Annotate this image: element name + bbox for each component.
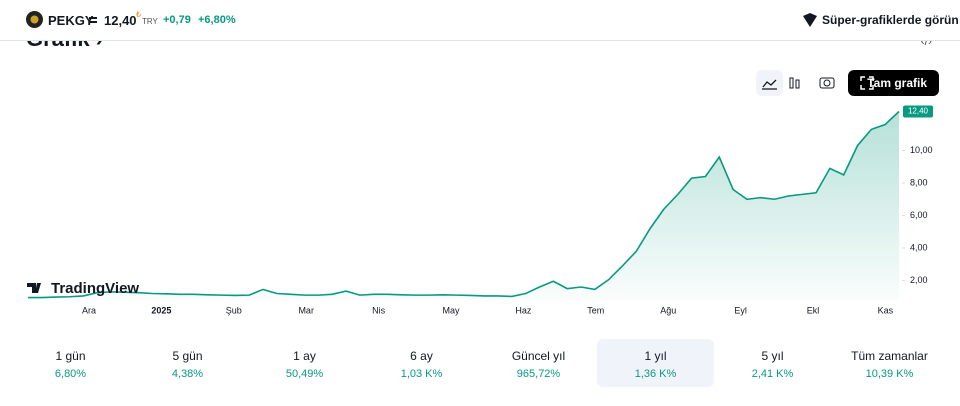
super-icon[interactable] [802, 12, 818, 28]
icon [860, 76, 874, 90]
x-tick-label: 2025 [151, 305, 171, 315]
change: +0,79 [163, 14, 191, 26]
period-tabs: 1 gün 6,80% 5 gün 4,38% 1 ay 50,49% 6 ay 1,0… [12, 339, 948, 387]
period-tab[interactable]: 5 yıl 2,41 K% [714, 339, 831, 387]
chart: 2,00 4,00 6,00 8,00 10,00 Ara 2025 Şub Mar Nis May… [27, 105, 933, 315]
area-fill [28, 111, 899, 300]
period-tab[interactable]: Güncel yıl 965,72% [480, 339, 597, 387]
super-charts-link[interactable]: Süper-grafiklerde görün [822, 13, 959, 27]
period-tab[interactable]: 1 ay 50,49% [246, 339, 363, 387]
full-chart-label: Tam grafik [867, 76, 927, 90]
x-tick-label: May [442, 305, 460, 315]
period-label: 1 ay [293, 349, 316, 363]
x-tick-label: Ekl [807, 305, 820, 315]
period-change: 50,49% [285, 368, 324, 380]
watermark: TradingView [51, 280, 139, 297]
period-label: 1 gün [55, 349, 86, 363]
y-tick-label: 4,00 [910, 242, 928, 252]
period-change: 10,39 K% [865, 368, 914, 380]
x-tick-label: Haz [515, 305, 532, 315]
period-tab[interactable]: 1 yıl 1,36 K% [597, 339, 714, 387]
embed-button[interactable]: ‹/› [920, 34, 932, 48]
candle-style-button[interactable] [783, 70, 805, 96]
period-change: 4,38% [171, 368, 204, 380]
period-change: 6,80% [54, 368, 87, 380]
y-tick-label: 8,00 [910, 177, 928, 187]
period-label: 5 gün [172, 349, 203, 363]
last-price-label: 12,40 [908, 107, 929, 116]
period-label: Tüm zamanlar [851, 349, 928, 363]
period-change: 1,03 K% [400, 368, 443, 380]
icon [762, 79, 777, 90]
x-tick-label: Nis [372, 305, 385, 315]
x-tick-label: Şub [226, 305, 242, 315]
period-label: Güncel yıl [511, 349, 566, 363]
y-tick-label: 6,00 [910, 210, 928, 220]
symbol: PEKGY [48, 13, 94, 28]
change-pct: +6,80% [198, 14, 236, 26]
logo [26, 11, 43, 28]
x-tick-label: Kas [878, 305, 894, 315]
last-price-badge [903, 105, 933, 118]
icon [819, 77, 835, 89]
price-line [28, 110, 900, 299]
x-tick-label: Eyl [734, 305, 747, 315]
currency-sign: ₺ [136, 10, 142, 19]
separator [89, 17, 97, 23]
x-tick-label: Ağu [660, 305, 676, 315]
period-change: 2,41 K% [751, 368, 794, 380]
y-tick-label: 2,00 [910, 275, 928, 285]
full-chart-button[interactable]: Tam grafik [848, 70, 939, 96]
icon [789, 77, 800, 89]
period-label: 5 yıl [761, 349, 784, 363]
area-style-button[interactable] [756, 70, 783, 96]
x-tick-label: Tem [587, 305, 604, 315]
period-tab[interactable]: Tüm zamanlar 10,39 K% [831, 339, 948, 387]
y-tick-label: 10,00 [910, 145, 933, 155]
period-tab[interactable]: 1 gün 6,80% [12, 339, 129, 387]
x-tick-label: Mar [298, 305, 314, 315]
period-label: 6 ay [410, 349, 433, 363]
x-tick-label: Ara [82, 305, 96, 315]
period-change: 965,72% [516, 368, 561, 380]
snapshot-button[interactable] [815, 70, 839, 96]
watermark-logo [27, 283, 41, 293]
period-tab[interactable]: 6 ay 1,03 K% [363, 339, 480, 387]
period-change: 1,36 K% [634, 368, 677, 380]
price: 12,40 [104, 13, 137, 28]
header: PEKGY 12,40 ₺ TRY +0,79 +6,80% Süper-gra… [0, 0, 960, 41]
period-tab[interactable]: 5 gün 4,38% [129, 339, 246, 387]
period-label: 1 yıl [644, 349, 667, 363]
currency: TRY [142, 17, 158, 26]
